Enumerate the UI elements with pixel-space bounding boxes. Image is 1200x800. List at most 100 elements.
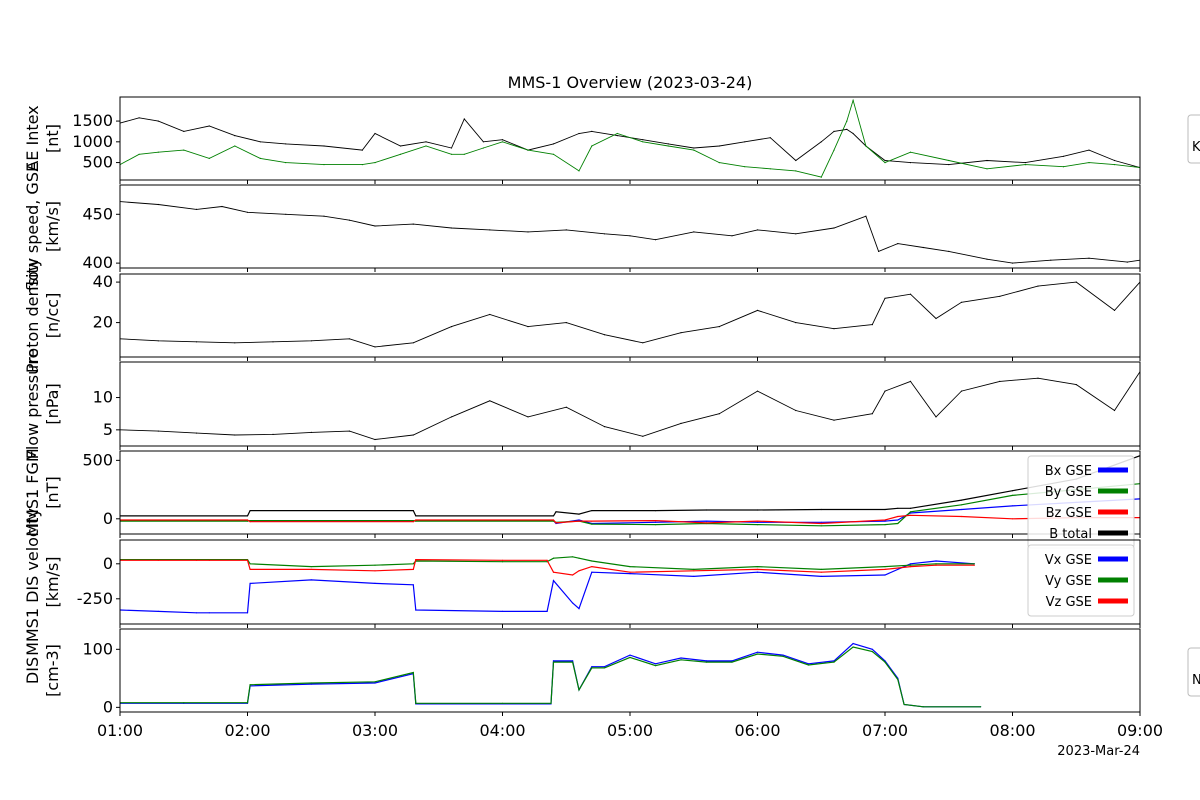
data-point: [501, 141, 504, 143]
data-point: [852, 646, 854, 648]
data-point: [935, 560, 937, 562]
data-point: [820, 141, 822, 143]
series-line-4-3: [120, 455, 1140, 517]
panel-frame: [119, 96, 1141, 181]
data-point: [871, 324, 873, 326]
data-point: [578, 570, 580, 572]
side-tab: [1187, 647, 1200, 697]
data-point: [795, 233, 797, 235]
data-point: [680, 657, 682, 659]
data-point: [603, 233, 606, 235]
data-point: [948, 164, 950, 166]
data-point: [642, 139, 644, 141]
date-label: 2023-Mar-24: [1057, 744, 1140, 759]
data-point: [415, 519, 417, 521]
data-point: [578, 520, 580, 522]
data-point: [693, 570, 695, 572]
data-point: [348, 219, 351, 221]
data-point: [374, 438, 376, 441]
data-point: [654, 510, 657, 512]
data-point: [731, 661, 733, 663]
data-point: [249, 521, 251, 523]
data-point: [374, 346, 376, 348]
data-point: [756, 653, 759, 655]
legend-label: B total: [1049, 527, 1092, 542]
data-point: [1037, 377, 1039, 379]
data-point: [693, 568, 695, 571]
data-point: [246, 211, 249, 213]
data-point: [693, 231, 695, 233]
data-point: [756, 651, 759, 653]
x-tick-label: 01:00: [97, 721, 143, 740]
y-axis-label: DIS: [23, 657, 42, 684]
data-point: [878, 250, 880, 252]
y-tick-label: 100: [82, 639, 113, 658]
series-line-5-0: [120, 560, 975, 614]
data-point: [756, 521, 759, 523]
data-point: [565, 322, 567, 324]
data-point: [572, 660, 574, 662]
data-point: [833, 227, 835, 229]
y-axis-units: [nt]: [43, 124, 62, 153]
data-point: [935, 317, 937, 320]
data-point: [272, 433, 274, 435]
data-point: [482, 141, 484, 143]
data-point: [489, 229, 491, 231]
data-point: [820, 525, 822, 527]
data-point: [1075, 384, 1077, 386]
data-point: [591, 566, 593, 568]
data-point: [999, 295, 1001, 297]
data-point: [1011, 505, 1014, 507]
data-point: [1050, 259, 1052, 261]
data-point: [846, 128, 848, 130]
series-line-5-1: [120, 556, 975, 571]
y-axis-units: [nT]: [43, 476, 62, 508]
data-point: [546, 559, 548, 561]
data-point: [756, 571, 759, 573]
legend-box: [1027, 544, 1135, 617]
x-tick-label: 04:00: [479, 721, 525, 740]
data-point: [1113, 309, 1116, 311]
y-tick-label: 1000: [72, 132, 113, 151]
data-point: [463, 118, 465, 120]
data-point: [795, 322, 797, 324]
series-line-4-1: [120, 483, 1140, 527]
data-point: [374, 682, 376, 684]
y-axis-units: [n/cc]: [43, 293, 62, 339]
y-tick-label: 400: [82, 253, 113, 272]
data-point: [833, 328, 835, 330]
data-point: [705, 661, 708, 663]
data-point: [285, 143, 287, 145]
data-point: [374, 582, 376, 585]
data-point: [195, 559, 198, 561]
data-point: [348, 430, 351, 432]
data-point: [323, 215, 325, 217]
legend-5: Vx GSE Vy GSE Vz GSE: [1027, 544, 1135, 617]
data-point: [259, 141, 261, 143]
data-point: [552, 661, 555, 663]
data-point: [412, 568, 414, 571]
data-point: [807, 663, 810, 665]
data-point: [865, 215, 867, 217]
data-point: [249, 684, 251, 686]
y-tick-label: 40: [93, 272, 113, 291]
data-point: [591, 523, 593, 525]
data-point: [795, 159, 797, 162]
data-point: [616, 132, 618, 135]
data-point: [425, 141, 427, 143]
legend-label: By GSE: [1045, 485, 1092, 500]
data-point: [195, 341, 198, 343]
data-point: [552, 580, 555, 582]
data-point: [361, 149, 363, 151]
y-tick-label: 450: [82, 204, 113, 223]
data-point: [756, 520, 759, 522]
data-point: [527, 416, 529, 418]
data-point: [693, 147, 695, 149]
data-point: [986, 258, 988, 260]
data-point: [865, 145, 867, 147]
data-point: [552, 571, 555, 573]
data-point: [246, 702, 249, 704]
data-point: [591, 666, 593, 668]
data-point: [871, 648, 873, 650]
